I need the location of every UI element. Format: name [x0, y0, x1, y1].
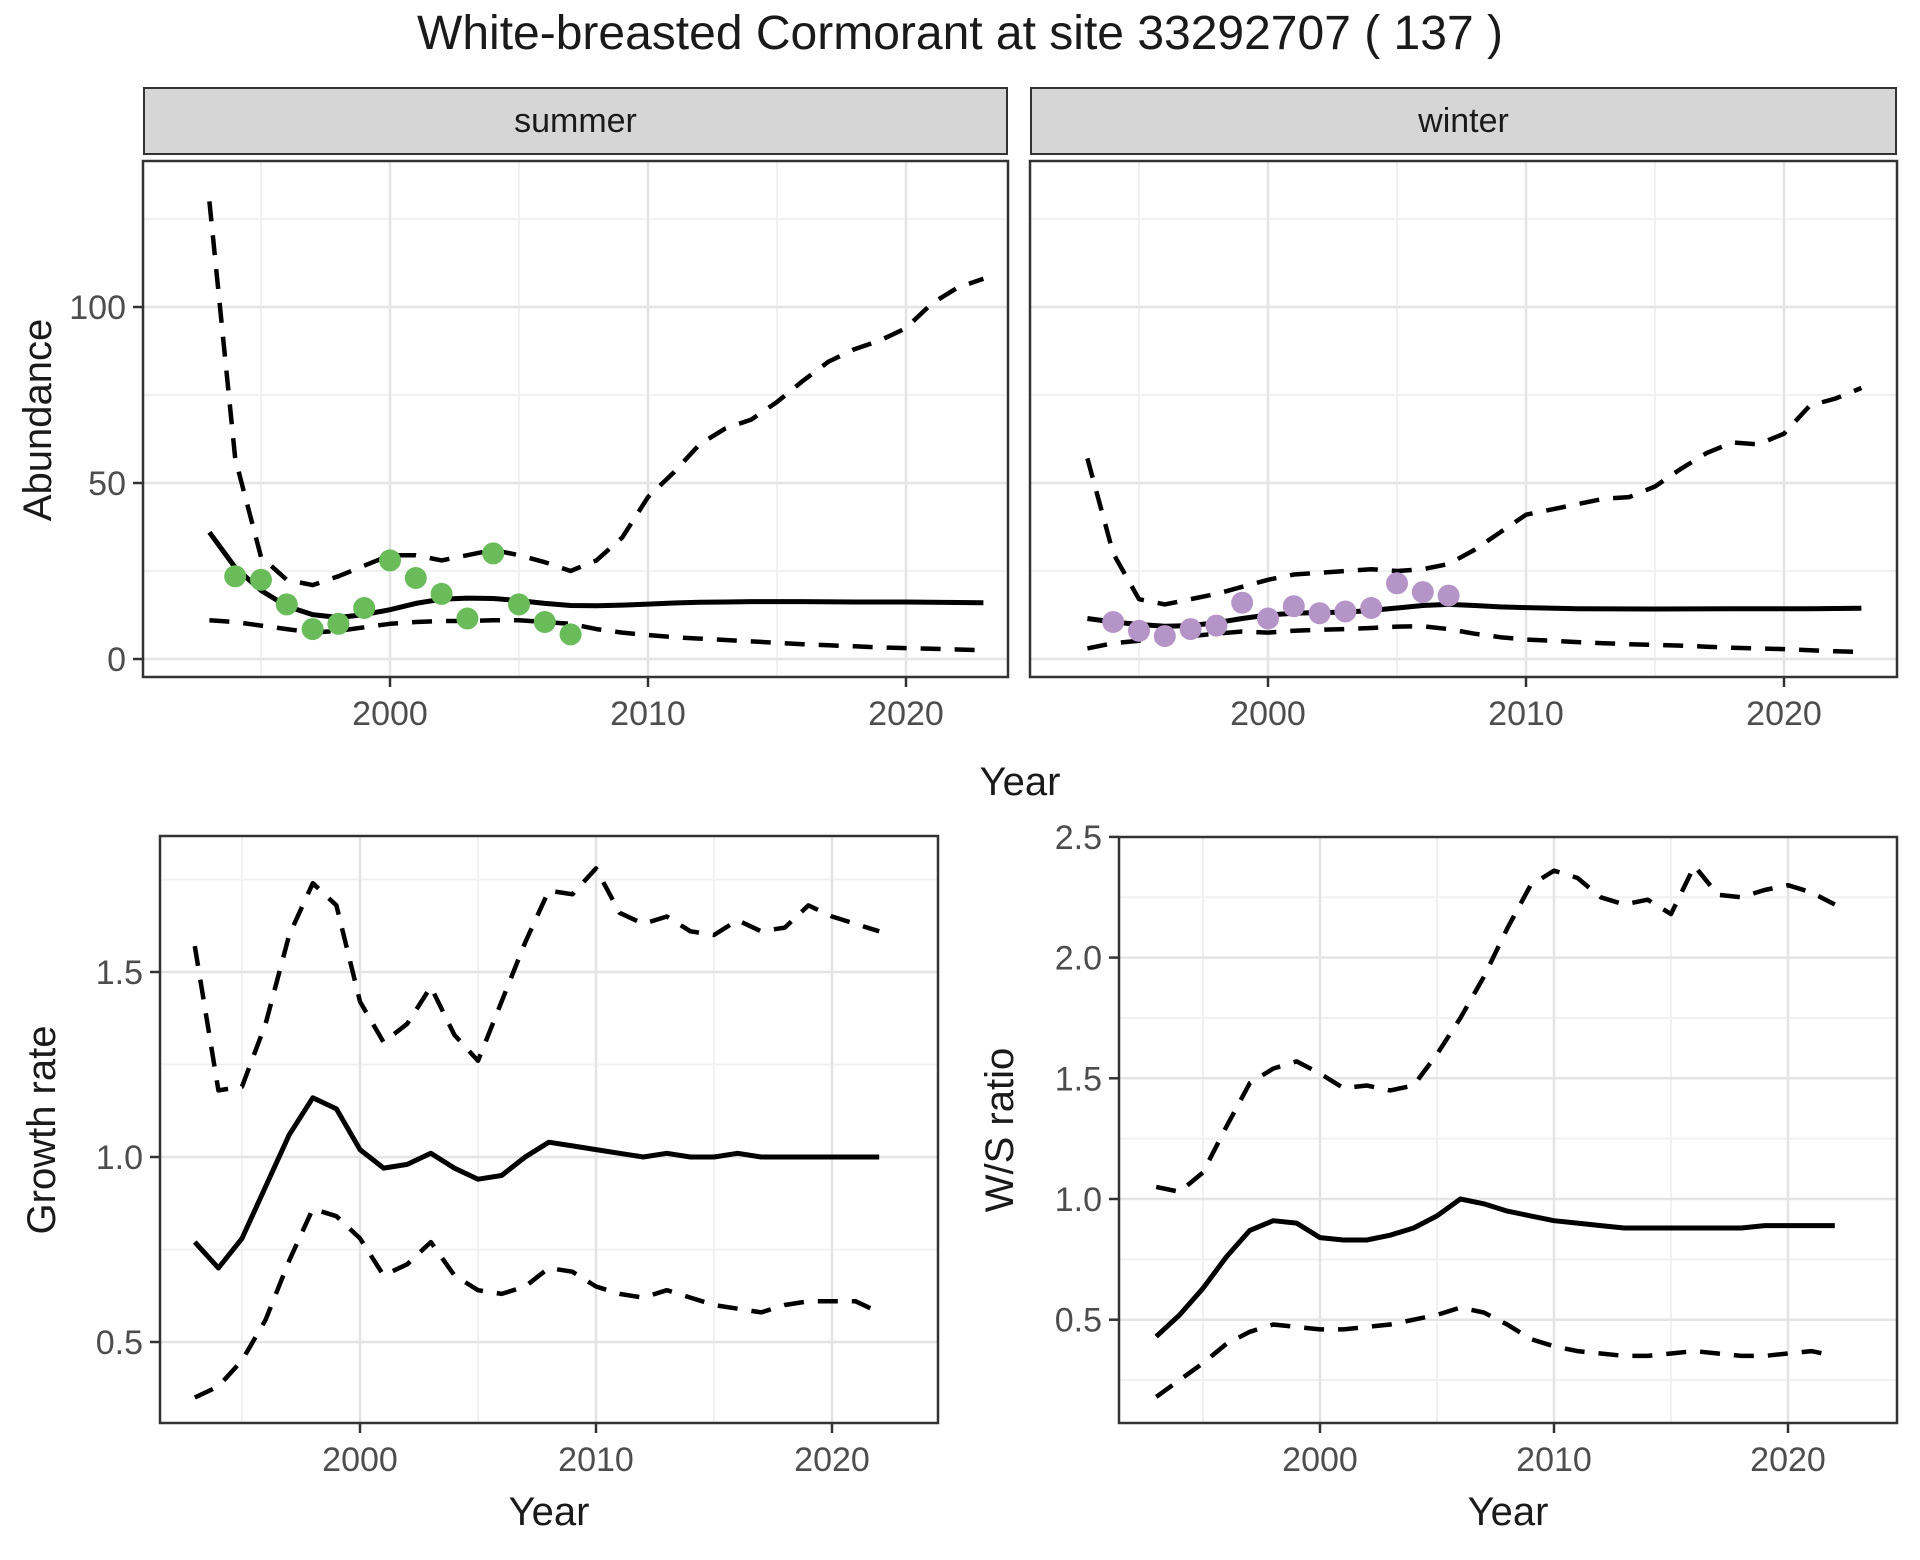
upper-95ci-line: [1085, 385, 1863, 607]
lower-95ci-line: [193, 1206, 881, 1400]
x-tick-label: 2000: [322, 1441, 398, 1479]
x-tick-label: 2020: [868, 695, 944, 733]
observed-count-dot: [1437, 584, 1460, 607]
observed-count-dot: [559, 623, 582, 646]
observed-count-dot: [430, 582, 453, 605]
panel-abundance-summer: 2000 2010 2020 0 50 100: [69, 159, 1010, 733]
x-tick-label: 2020: [794, 1441, 870, 1479]
y-tick-label: 1.0: [96, 1139, 143, 1177]
facet-strip-winter: winter: [1030, 87, 1897, 155]
panel-border: [1028, 159, 1899, 679]
facet-strip-summer-label: summer: [514, 101, 637, 140]
median-fit-line: [207, 530, 984, 620]
observed-count-dot: [533, 611, 556, 633]
x-tick-label: 2020: [1746, 695, 1822, 733]
observed-count-dot: [482, 542, 505, 565]
observed-count-dot: [1257, 607, 1279, 630]
axis-ticks-abundance-summer: 2000 2010 2020 0 50 100: [69, 289, 944, 733]
observed-count-dot: [1128, 619, 1150, 642]
x-tick-label: 2000: [1230, 695, 1306, 733]
y-tick-label: 2.0: [1055, 940, 1102, 978]
x-tick-label: 2000: [352, 695, 428, 733]
lower-95ci-line: [209, 618, 984, 653]
observed-count-dot: [404, 567, 427, 589]
facet-strip-winter-label: winter: [1418, 101, 1509, 140]
median-fit-line: [192, 1095, 880, 1271]
y-tick-label: 50: [88, 465, 126, 503]
x-axis-title-year-top: Year: [979, 760, 1061, 804]
axis-ticks-growth-rate: 2000 2010 2020 0.5 1.0 1.5: [96, 954, 870, 1479]
observed-count-dot: [301, 618, 324, 641]
observed-count-dot: [1153, 625, 1176, 648]
axis-ticks-abundance-winter: 2000 2010 2020: [1230, 677, 1822, 733]
panel-ws-ratio: 2000 2010 2020 0.5 1.0 1.5 2.0 2.5: [1055, 819, 1899, 1479]
observed-count-dot: [1231, 591, 1254, 614]
observed-count-dot: [224, 565, 247, 588]
plot-title: White-breasted Cormorant at site 3329270…: [417, 7, 1503, 60]
x-tick-label: 2020: [1750, 1441, 1826, 1479]
series-abundance-summer: [207, 201, 985, 653]
axis-ticks-ws-ratio: 2000 2010 2020 0.5 1.0 1.5 2.0 2.5: [1055, 819, 1826, 1479]
observed-count-dot: [1360, 597, 1383, 619]
observed-count-dot: [1102, 611, 1125, 633]
observed-count-dot: [508, 593, 530, 616]
gridlines: [1119, 837, 1897, 1423]
y-tick-label: 1.5: [96, 954, 143, 992]
upper-95ci-line: [192, 866, 880, 1093]
x-tick-label: 2000: [1282, 1441, 1358, 1479]
panel-border: [1117, 835, 1899, 1425]
y-tick-label: 2.5: [1055, 819, 1102, 857]
observed-count-dot: [456, 607, 479, 630]
x-tick-label: 2010: [610, 695, 686, 733]
median-fit-line: [1154, 1196, 1835, 1339]
y-tick-label: 0.5: [1055, 1302, 1102, 1340]
observed-count-dot: [353, 597, 376, 619]
panel-border: [141, 159, 1010, 679]
y-tick-label: 100: [69, 289, 126, 327]
upper-95ci-line: [207, 201, 985, 588]
y-axis-title-ws-ratio: W/S ratio: [977, 1047, 1022, 1213]
observed-count-dot: [1308, 602, 1331, 625]
observed-count-dot: [250, 568, 272, 591]
y-tick-label: 1.0: [1055, 1181, 1102, 1219]
observed-count-dot: [1205, 614, 1228, 637]
panel-abundance-winter: 2000 2010 2020: [1028, 159, 1899, 733]
x-tick-label: 2010: [1516, 1441, 1592, 1479]
observed-count-dot: [275, 593, 298, 616]
observed-count-dot: [1179, 618, 1202, 641]
facet-strip-summer: summer: [143, 87, 1008, 155]
median-fit-line: [1087, 601, 1862, 629]
x-tick-label: 2010: [1488, 695, 1564, 733]
series-abundance-winter: [1085, 385, 1863, 655]
y-axis-title-growth-rate: Growth rate: [19, 1025, 64, 1235]
lower-95ci-line: [1154, 1305, 1836, 1399]
y-tick-label: 0: [107, 641, 126, 679]
gridlines: [160, 836, 938, 1423]
observed-count-dot: [1411, 581, 1434, 604]
series-ws-ratio: [1154, 863, 1836, 1399]
observed-count-dot: [1386, 572, 1408, 595]
gridlines: [1030, 161, 1897, 677]
observed-count-dot: [1334, 600, 1357, 623]
series-growth-rate: [192, 866, 881, 1400]
observed-count-dot: [327, 612, 350, 635]
y-tick-label: 0.5: [96, 1324, 143, 1362]
x-axis-title-year-bottom-left: Year: [508, 1490, 590, 1534]
observed-count-dot: [1282, 595, 1305, 618]
panel-growth-rate: 2000 2010 2020 0.5 1.0 1.5: [96, 834, 940, 1479]
observed-count-dot: [379, 549, 401, 572]
lower-95ci-line: [1086, 624, 1862, 655]
x-axis-title-year-bottom-right: Year: [1467, 1490, 1549, 1534]
x-tick-label: 2010: [558, 1441, 634, 1479]
y-tick-label: 1.5: [1055, 1060, 1102, 1098]
panel-border: [158, 834, 940, 1425]
y-axis-title-abundance: Abundance: [15, 318, 60, 522]
upper-95ci-line: [1155, 863, 1836, 1195]
